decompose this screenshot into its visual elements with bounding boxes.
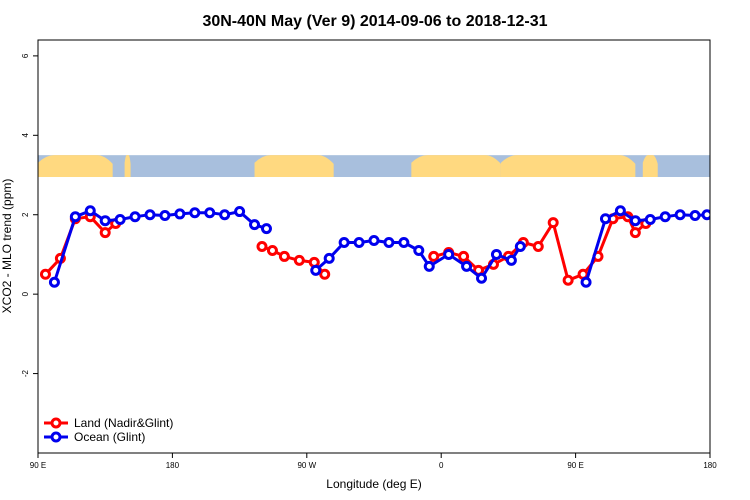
data-point [514,241,526,252]
land-shape-asia [500,155,636,178]
data-point [398,237,410,249]
data-point [505,254,517,266]
data-point [532,241,544,252]
legend-marker [50,431,62,443]
x-axis-label: Longitude (deg E) [326,477,421,491]
data-point [428,250,440,262]
data-point [689,210,701,222]
data-point [368,235,380,247]
data-point [159,210,171,222]
data-point [99,227,111,239]
x-tick-label: 90 E [30,461,46,470]
data-point [443,248,455,260]
data-point [547,217,559,229]
data-point [490,248,502,260]
data-point [48,276,60,288]
data-point [39,268,51,280]
data-point [423,260,435,272]
data-point [674,209,686,221]
data-point [458,250,470,262]
y-tick-label: 4 [21,133,30,138]
data-point [69,211,81,223]
data-point [476,272,488,284]
data-point [338,237,350,249]
legend-entry: Ocean (Glint) [74,430,145,444]
data-point [353,237,365,249]
data-point [84,205,96,217]
land-shape-africa-europe-asia [411,155,501,178]
y-axis: -2 0 2 4 6 [21,53,38,377]
band-land-shapes [38,155,658,178]
data-point [562,274,574,286]
legend-marker [50,417,62,429]
data-point [701,209,710,221]
land-shape-asia-east [38,155,113,178]
x-tick-label: 180 [166,461,180,470]
data-point [204,207,216,219]
chart-title: 30N-40N May (Ver 9) 2014-09-06 to 2018-1… [202,13,547,30]
y-tick-label: 2 [21,212,30,217]
data-point [659,211,671,223]
data-point [644,213,656,225]
data-point [114,213,126,225]
data-point [219,209,231,221]
data-point [580,276,592,288]
y-axis-label: XCO2 - MLO trend (ppm) [0,179,14,314]
x-tick-label: 0 [439,461,444,470]
data-point [129,211,141,223]
land-shape-north-america [254,155,334,178]
y-tick-label: 6 [21,53,30,58]
data-point [614,205,626,217]
data-point [629,215,641,227]
data-point [319,268,331,280]
land-ocean-band [38,155,710,178]
data-point [310,264,322,276]
data-point [234,206,246,218]
data-point [144,209,156,221]
x-tick-label: 180 [703,461,717,470]
legend: Land (Nadir&Glint)Ocean (Glint) [44,416,173,444]
series-ocean [48,205,710,288]
series-land [39,211,652,286]
data-point [383,237,395,249]
data-point [99,215,111,227]
legend-entry: Land (Nadir&Glint) [74,416,173,430]
data-point [461,260,473,272]
data-point [629,227,641,239]
data-point [174,208,186,220]
y-tick-label: -2 [21,369,30,377]
x-axis: 90 E 180 90 W 0 90 E 180 [30,453,717,470]
series-layer [39,205,710,288]
land-shape-japan-2 [642,155,658,178]
data-point [266,244,278,256]
y-tick-label: 0 [21,291,30,296]
x-tick-label: 90 E [567,461,583,470]
series-line [52,209,267,283]
plot-frame [37,39,711,454]
data-point [293,254,305,266]
land-shape-japan [124,155,131,178]
data-point [278,250,290,262]
data-point [249,219,261,231]
data-point [413,244,425,256]
data-point [256,241,268,252]
data-point [599,213,611,225]
x-tick-label: 90 W [297,461,316,470]
data-point [323,252,335,264]
data-point [189,207,201,219]
data-point [260,223,272,235]
